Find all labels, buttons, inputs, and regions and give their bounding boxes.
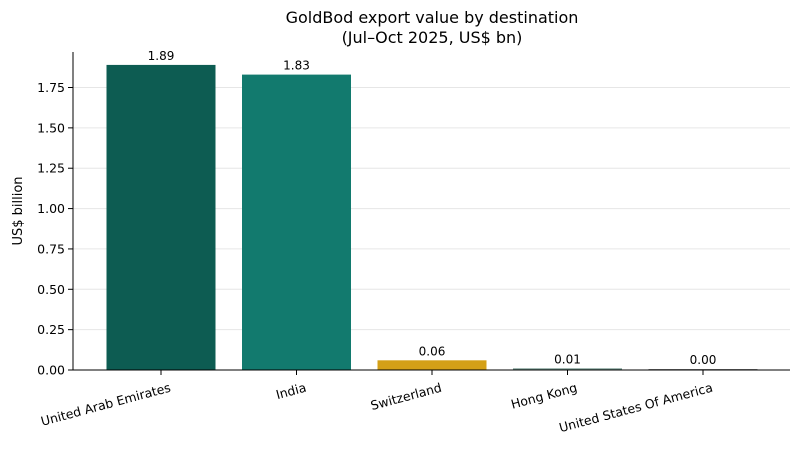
y-tick-label: 0.00 — [37, 363, 65, 378]
bar — [106, 64, 216, 371]
x-tick-label: United Arab Emirates — [39, 380, 172, 429]
y-tick-label: 0.50 — [37, 282, 65, 297]
data-label: 0.06 — [419, 344, 446, 358]
y-tick-label: 0.75 — [37, 241, 65, 256]
data-label: 1.83 — [283, 59, 310, 73]
data-label: 0.00 — [690, 353, 717, 367]
chart-title: GoldBod export value by destination — [286, 8, 579, 27]
x-tick-label: Switzerland — [369, 380, 443, 413]
x-axis-ticks: United Arab Emirates India Switzerland Hong… — [39, 370, 714, 435]
chart-subtitle: (Jul–Oct 2025, US$ bn) — [342, 28, 523, 47]
x-tick-label: India — [274, 380, 308, 402]
x-tick-label: Hong Kong — [509, 380, 579, 412]
y-axis-ticks: 0.00 0.25 0.50 0.75 1.00 1.25 1.50 1.75 — [37, 80, 73, 378]
data-label: 1.89 — [148, 49, 175, 63]
y-tick-label: 1.00 — [37, 201, 65, 216]
x-tick-label: United States Of America — [557, 380, 714, 435]
y-tick-label: 1.25 — [37, 161, 65, 176]
y-axis-label: US$ billion — [11, 176, 26, 245]
bar — [377, 360, 487, 370]
data-labels: 1.89 1.83 0.06 0.01 0.00 — [148, 49, 717, 367]
bars — [106, 64, 758, 371]
y-tick-label: 0.25 — [37, 322, 65, 337]
y-tick-label: 1.75 — [37, 80, 65, 95]
data-label: 0.01 — [554, 352, 581, 366]
bar — [242, 74, 351, 370]
bar — [513, 368, 622, 370]
y-tick-label: 1.50 — [37, 120, 65, 135]
